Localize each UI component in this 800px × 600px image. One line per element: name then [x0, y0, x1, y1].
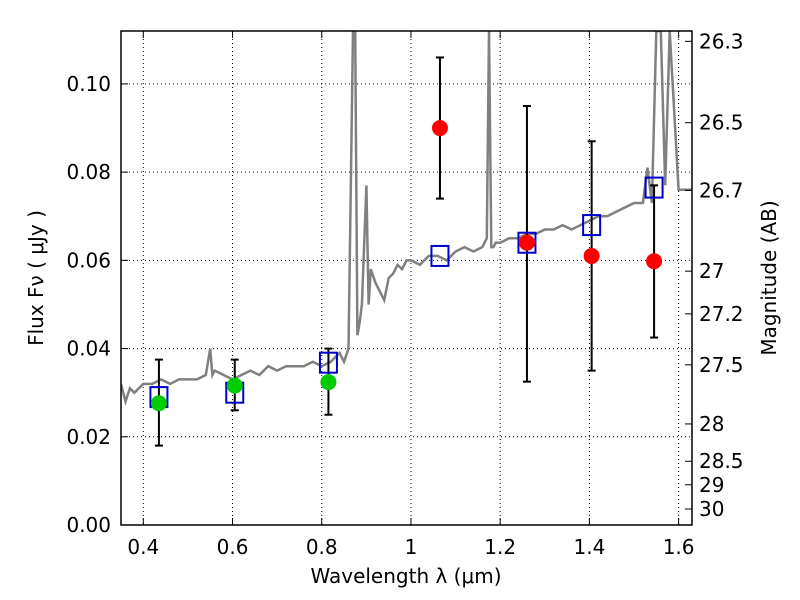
- y-axis-label: Flux Fν ( μJy ): [24, 210, 48, 346]
- x-tick-label: 1.4: [573, 535, 605, 559]
- photometry-circle-marker: [431, 120, 448, 137]
- photometry-circle-marker: [518, 234, 535, 251]
- x-tick-label: 1.6: [663, 535, 695, 559]
- right-tick-label: 26.5: [699, 111, 744, 135]
- right-tick-label: 26.3: [699, 29, 744, 53]
- plot-background: [121, 31, 692, 525]
- x-tick-label: 0.8: [306, 535, 338, 559]
- right-tick-label: 30: [699, 497, 724, 521]
- photometry-circle-marker: [320, 374, 337, 391]
- x-tick-label: 1: [405, 535, 418, 559]
- model-square-marker: [644, 176, 664, 199]
- photometry-circle-marker: [150, 395, 167, 412]
- y-tick-label: 0.08: [66, 160, 111, 184]
- photometry-circle-marker: [226, 377, 243, 394]
- photometry-circle-marker: [583, 247, 600, 264]
- model-square-marker: [318, 351, 338, 374]
- x-axis-label: Wavelength λ (μm): [310, 564, 501, 588]
- data-markers: [149, 120, 664, 412]
- y-tick-label: 0.00: [66, 513, 111, 537]
- spectrum-line: [121, 31, 692, 406]
- plot-frame: [120, 30, 693, 526]
- y-axis-right-label: Magnitude (AB): [757, 200, 781, 355]
- axis-ticks: 0.4 0.6 0.8 1 1.2 1.4 1.6 0.00 0.02 0.04 0.06 0.08 0…: [66, 29, 743, 559]
- model-square-marker: [582, 214, 602, 237]
- right-tick-label: 28: [699, 412, 724, 436]
- y-tick-label: 0.04: [66, 337, 111, 361]
- y-tick-label: 0.02: [66, 425, 111, 449]
- right-tick-label: 27: [699, 259, 724, 283]
- y-tick-label: 0.10: [66, 72, 111, 96]
- plot-area: [121, 31, 692, 447]
- x-tick-label: 0.4: [127, 535, 159, 559]
- right-tick-label: 28.5: [699, 449, 744, 473]
- model-square-marker: [430, 244, 450, 267]
- model-square-marker: [517, 231, 537, 254]
- right-tick-label: 29: [699, 473, 724, 497]
- x-tick-label: 1.2: [484, 535, 516, 559]
- x-tick-label: 0.6: [217, 535, 249, 559]
- y-tick-label: 0.06: [66, 248, 111, 272]
- right-tick-label: 27.5: [699, 353, 744, 377]
- right-tick-label: 26.7: [699, 178, 744, 202]
- right-tick-label: 27.2: [699, 302, 744, 326]
- photometry-circle-marker: [646, 253, 663, 270]
